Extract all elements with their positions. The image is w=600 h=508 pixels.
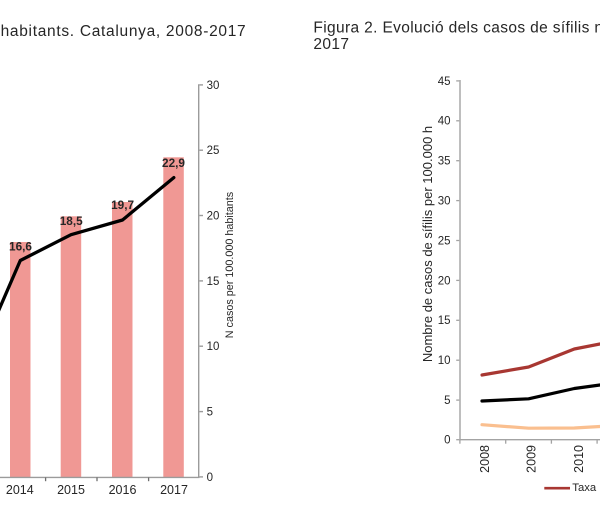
svg-text:25: 25	[438, 235, 451, 247]
svg-text:2017: 2017	[313, 36, 349, 53]
svg-text:25: 25	[207, 145, 220, 157]
svg-text:0: 0	[207, 472, 213, 484]
svg-text:35: 35	[438, 156, 451, 168]
svg-text:22,9: 22,9	[162, 156, 185, 170]
svg-text:10: 10	[207, 341, 220, 353]
svg-text:16,6: 16,6	[9, 239, 32, 253]
svg-text:45: 45	[438, 76, 451, 88]
svg-text:2008: 2008	[478, 445, 492, 473]
svg-text:Figura 2. Evolució dels casos: Figura 2. Evolució dels casos de sífilis…	[313, 20, 600, 37]
svg-text:2009: 2009	[525, 445, 539, 473]
svg-text:2010: 2010	[572, 445, 586, 473]
svg-text:19,7: 19,7	[111, 198, 134, 212]
svg-text:15: 15	[438, 315, 451, 327]
svg-text:40: 40	[438, 116, 451, 128]
svg-text:0: 0	[444, 435, 450, 447]
svg-text:20: 20	[207, 211, 220, 223]
svg-text:30: 30	[438, 196, 451, 208]
svg-text:2016: 2016	[109, 483, 137, 497]
svg-text:18,5: 18,5	[60, 214, 83, 228]
svg-text:Taxa homes: Taxa homes	[572, 482, 600, 494]
svg-text:30: 30	[207, 80, 220, 92]
svg-text:2017: 2017	[160, 483, 188, 497]
svg-text:5: 5	[207, 407, 213, 419]
svg-text:Nombre de casos de sífilis per: Nombre de casos de sífilis per 100.000 h	[420, 126, 435, 362]
svg-text:5: 5	[444, 395, 450, 407]
svg-text:N casos per 100.000 habitants: N casos per 100.000 habitants	[224, 191, 236, 338]
svg-text:2014: 2014	[6, 483, 34, 497]
svg-text:10: 10	[438, 355, 451, 367]
svg-text:2015: 2015	[57, 483, 85, 497]
svg-text:20: 20	[438, 275, 451, 287]
svg-text:habitants. Catalunya, 2008-201: habitants. Catalunya, 2008-2017	[1, 23, 247, 40]
svg-text:15: 15	[207, 276, 220, 288]
